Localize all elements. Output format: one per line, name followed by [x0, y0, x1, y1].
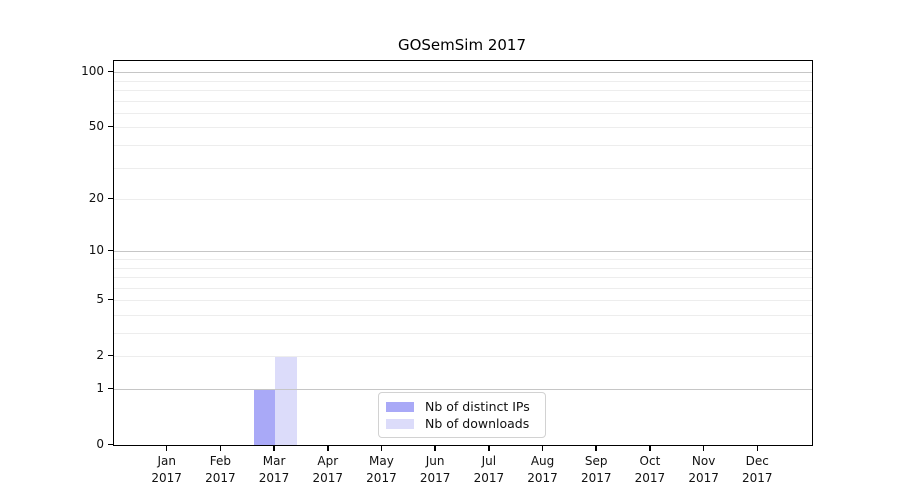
x-tick-mark	[756, 445, 759, 451]
x-tick-mark	[273, 445, 275, 451]
x-tick-mark	[649, 445, 651, 451]
gridline-minor	[114, 333, 812, 334]
x-tick-month: Jan	[157, 454, 176, 468]
legend-item: Nb of distinct IPs	[386, 398, 536, 415]
y-tick-label: 1	[96, 381, 104, 395]
x-tick-year: 2017	[151, 470, 182, 485]
chart-title: GOSemSim 2017	[397, 36, 527, 54]
x-tick-mark	[702, 445, 705, 451]
gridline-major	[114, 72, 812, 74]
x-tick-year: 2017	[473, 470, 505, 485]
x-tick-year: 2017	[634, 470, 666, 485]
legend-swatch	[386, 418, 414, 429]
x-tick-year: 2017	[366, 470, 397, 485]
x-tick-month: Feb	[209, 454, 231, 468]
bar-downloads	[275, 356, 297, 445]
x-tick-label: Jan 2017	[127, 453, 207, 486]
legend-item: Nb of downloads	[386, 415, 536, 432]
gridline-minor	[114, 90, 812, 91]
plot-area	[113, 60, 813, 446]
x-tick-month: May	[369, 454, 394, 468]
y-tick-mark	[108, 443, 113, 445]
gridline-minor	[114, 167, 812, 169]
x-tick-month: Apr	[317, 454, 339, 468]
x-tick-label: Sep 2017	[556, 453, 636, 486]
bar-distinct-ips	[253, 389, 276, 445]
y-tick-mark	[108, 125, 113, 128]
y-tick-label: 50	[88, 119, 104, 134]
y-tick-label: 10	[88, 243, 104, 258]
x-tick-mark	[434, 445, 436, 451]
gridline-minor	[114, 258, 812, 260]
x-tick-label: Jul 2017	[449, 453, 529, 486]
y-tick-label: 2	[96, 348, 104, 363]
y-tick-label: 0	[96, 437, 104, 451]
legend-label: Nb of distinct IPs	[425, 399, 530, 414]
x-tick-month: Oct	[639, 454, 661, 468]
gridline-minor	[114, 100, 812, 102]
x-tick-mark	[219, 445, 222, 451]
x-tick-year: 2017	[419, 470, 451, 485]
y-tick-mark	[108, 354, 113, 357]
x-tick-year: 2017	[527, 470, 558, 485]
x-tick-label: Mar 2017	[234, 453, 314, 486]
x-tick-mark	[380, 445, 383, 451]
y-tick-mark	[108, 387, 113, 389]
gridline-major	[114, 251, 812, 253]
x-tick-label: May 2017	[341, 453, 421, 486]
y-tick-mark	[108, 70, 113, 73]
legend-label: Nb of downloads	[425, 416, 530, 431]
gridline-minor	[114, 80, 812, 82]
x-tick-mark	[165, 445, 168, 451]
x-tick-month: Jun	[425, 454, 445, 468]
x-tick-month: Jul	[481, 454, 497, 468]
gridline-minor	[114, 287, 812, 289]
x-tick-year: 2017	[205, 470, 236, 485]
x-tick-month: Dec	[745, 454, 769, 468]
gridline-minor	[114, 145, 812, 146]
legend-swatch	[386, 401, 414, 412]
x-tick-year: 2017	[580, 470, 612, 485]
x-tick-month: Sep	[584, 454, 608, 468]
x-tick-label: Apr 2017	[288, 453, 368, 486]
y-tick-mark	[108, 249, 113, 252]
x-tick-month: Nov	[691, 454, 716, 468]
x-tick-label: Dec 2017	[717, 453, 797, 486]
x-tick-month: Mar	[262, 454, 286, 468]
x-tick-label: Jun 2017	[395, 453, 475, 486]
legend: Nb of distinct IPs Nb of downloads	[378, 392, 546, 438]
x-tick-mark	[595, 445, 597, 451]
gridline-minor	[114, 356, 812, 358]
y-tick-label: 20	[88, 191, 104, 206]
y-tick-mark	[108, 298, 113, 301]
gridline-minor	[114, 300, 812, 302]
gridline-minor	[114, 277, 812, 279]
y-tick-label: 100	[81, 64, 104, 79]
x-tick-mark	[488, 445, 490, 451]
x-tick-label: Feb 2017	[180, 453, 260, 486]
gridline-minor	[114, 127, 812, 129]
x-tick-mark	[541, 445, 544, 451]
gridline-major	[114, 389, 812, 390]
x-tick-year: 2017	[312, 470, 344, 485]
x-tick-year: 2017	[688, 470, 719, 485]
x-tick-year: 2017	[258, 470, 290, 485]
x-tick-label: Nov 2017	[664, 453, 744, 486]
gridline-minor	[114, 199, 812, 201]
y-tick-mark	[108, 197, 113, 200]
gridline-minor	[114, 112, 812, 114]
x-tick-month: Aug	[530, 454, 555, 468]
x-tick-label: Oct 2017	[610, 453, 690, 486]
gridline-minor	[114, 267, 812, 269]
x-tick-mark	[327, 445, 329, 451]
gridline-minor	[114, 314, 812, 316]
y-tick-label: 5	[96, 292, 104, 307]
x-tick-year: 2017	[742, 470, 773, 485]
x-tick-label: Aug 2017	[503, 453, 583, 486]
